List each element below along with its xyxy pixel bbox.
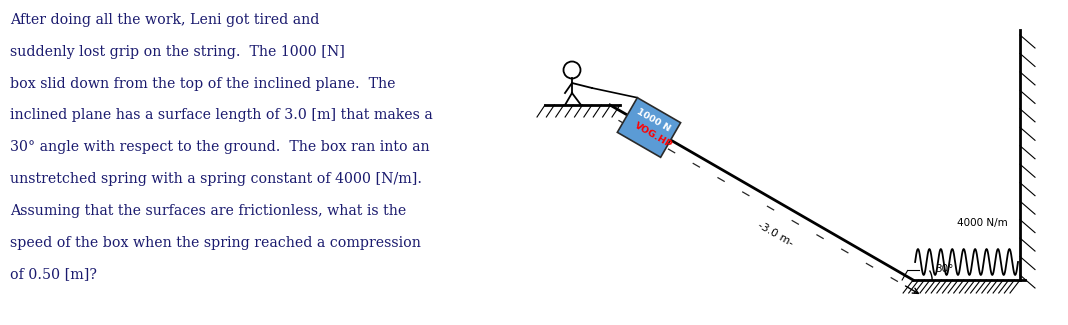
Text: -3.0 m-: -3.0 m- [756,220,795,248]
Text: suddenly lost grip on the string.  The 1000 [N]: suddenly lost grip on the string. The 10… [10,45,345,59]
Text: 4000 N/m: 4000 N/m [957,218,1008,228]
Text: 30° angle with respect to the ground.  The box ran into an: 30° angle with respect to the ground. Th… [10,140,429,154]
Text: 30°: 30° [936,264,954,274]
Text: box slid down from the top of the inclined plane.  The: box slid down from the top of the inclin… [10,77,395,91]
Polygon shape [617,98,680,157]
Text: unstretched spring with a spring constant of 4000 [N/m].: unstretched spring with a spring constan… [10,172,422,186]
Text: VOG.HP: VOG.HP [632,121,674,150]
Text: of 0.50 [m]?: of 0.50 [m]? [10,267,97,281]
Text: After doing all the work, Leni got tired and: After doing all the work, Leni got tired… [10,13,319,27]
Text: inclined plane has a surface length of 3.0 [m] that makes a: inclined plane has a surface length of 3… [10,109,433,123]
Text: Assuming that the surfaces are frictionless, what is the: Assuming that the surfaces are frictionl… [10,204,406,218]
Text: 1000 N: 1000 N [634,107,672,134]
Text: speed of the box when the spring reached a compression: speed of the box when the spring reached… [10,236,421,250]
